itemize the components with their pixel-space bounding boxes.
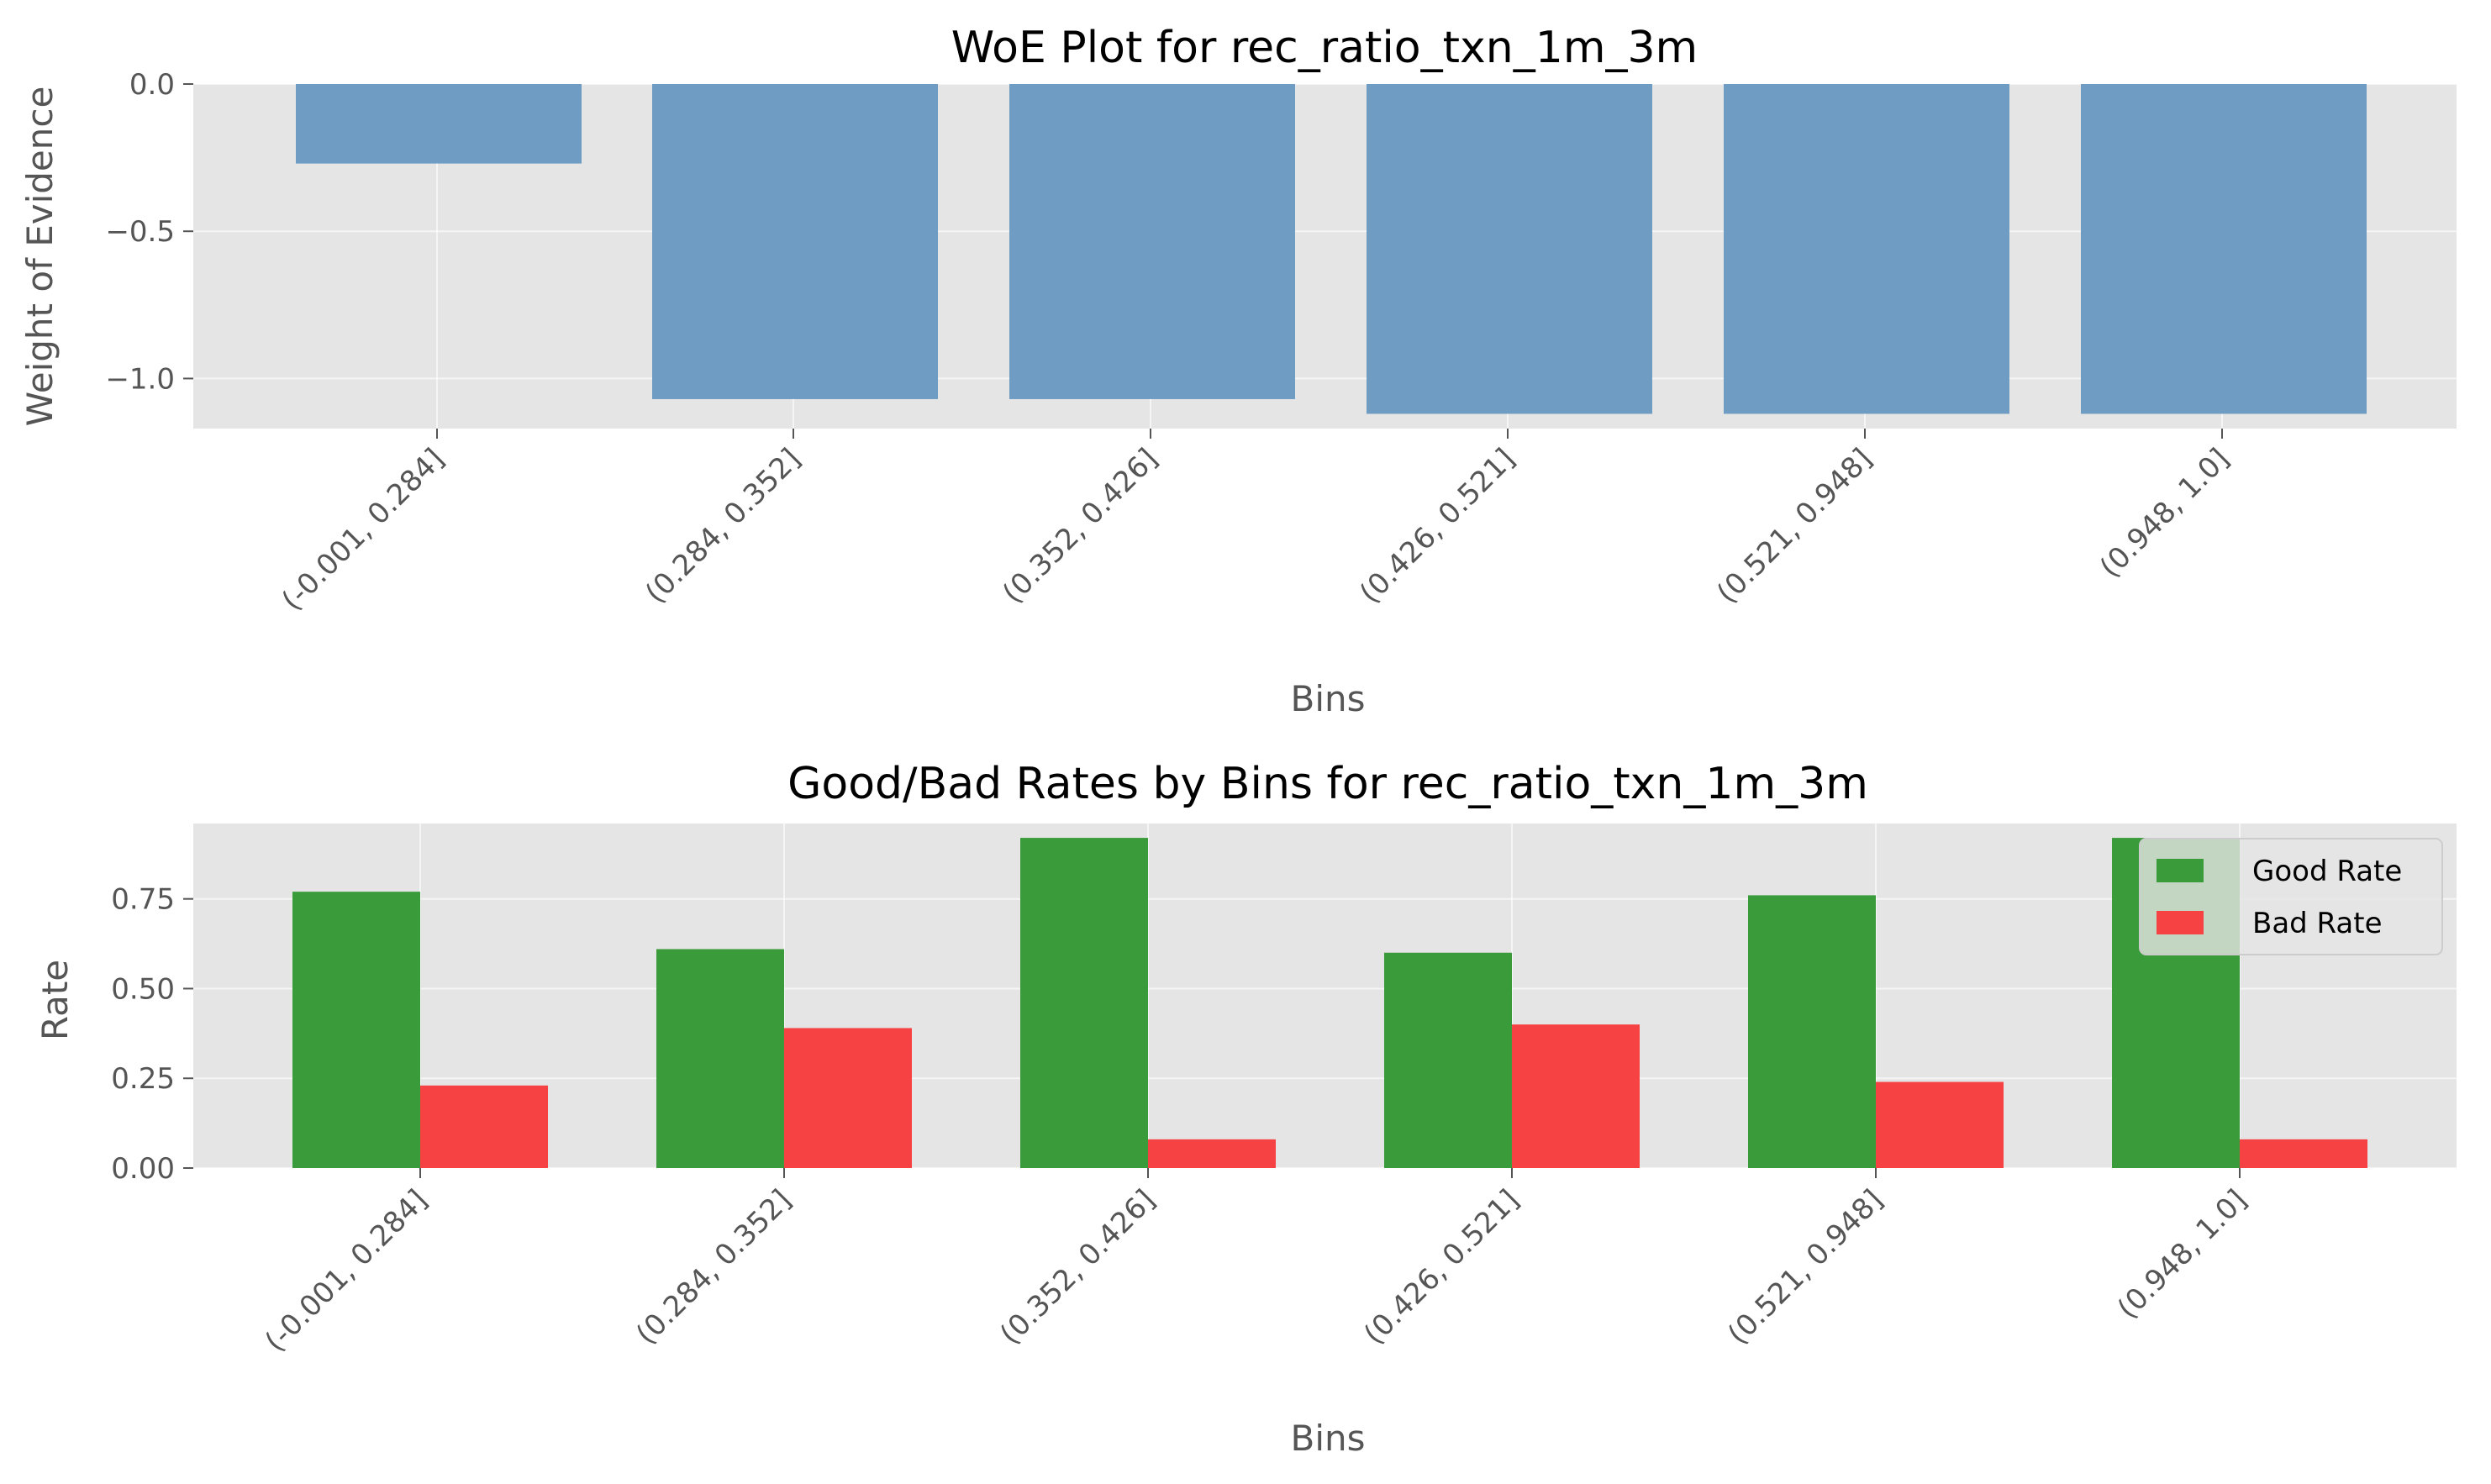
rates-x-axis-label: Bins (1291, 1418, 1366, 1459)
rates-plot-panel: 0.00 0.25 0.50 0.75 (-0.001, 0.284] (0.284, … (34, 759, 2457, 1459)
good-rate-bar (1384, 952, 1512, 1168)
bad-rate-bar (1512, 1024, 1640, 1168)
x-tick-label: (0.426, 0.521] (1353, 442, 1521, 610)
woe-x-ticks: (-0.001, 0.284] (0.284, 0.352] (0.352, 0.4… (276, 429, 2236, 618)
legend-box (2139, 838, 2443, 955)
woe-x-axis-label: Bins (1291, 678, 1366, 719)
y-tick-label: −1.0 (105, 362, 175, 396)
legend: Good Rate Bad Rate (2139, 838, 2443, 955)
x-tick-label: (0.948, 1.0] (2093, 442, 2236, 584)
woe-bar (2081, 84, 2367, 414)
x-tick-label: (0.284, 0.352] (639, 442, 807, 610)
x-tick-label: (0.352, 0.426] (996, 442, 1164, 610)
y-tick-label: 0.00 (111, 1152, 175, 1186)
rates-plot-area (193, 824, 2457, 1168)
rates-chart-title: Good/Bad Rates by Bins for rec_ratio_txn… (787, 759, 1868, 809)
rates-x-ticks: (-0.001, 0.284] (0.284, 0.352] (0.352, 0.4… (259, 1168, 2253, 1359)
woe-bar (296, 84, 582, 164)
good-rate-bar (1748, 895, 1876, 1168)
woe-plot-panel: −1.0 −0.5 0.0 (-0.001, 0.284] (0.284, 0.352… (19, 23, 2457, 719)
legend-swatch-good-rate (2157, 859, 2204, 882)
x-tick-label: (0.426, 0.521] (1357, 1183, 1525, 1351)
woe-bar (1367, 84, 1652, 414)
woe-bar (652, 84, 938, 399)
x-tick-label: (-0.001, 0.284] (276, 442, 451, 618)
x-tick-label: (0.521, 0.948] (1710, 442, 1878, 610)
y-tick-label: −0.5 (105, 215, 175, 249)
bad-rate-bar (2240, 1139, 2367, 1168)
woe-chart-title: WoE Plot for rec_ratio_txn_1m_3m (951, 23, 1698, 73)
woe-y-axis-label: Weight of Evidence (19, 87, 61, 427)
legend-label-bad-rate: Bad Rate (2252, 907, 2383, 940)
woe-bar (1009, 84, 1295, 399)
rates-y-ticks: 0.00 0.25 0.50 0.75 (111, 883, 193, 1186)
bad-rate-bar (1148, 1139, 1276, 1168)
good-rate-bar (1020, 838, 1148, 1168)
good-rate-bar (656, 949, 784, 1168)
x-tick-label: (0.352, 0.426] (993, 1183, 1161, 1351)
woe-bars (296, 84, 2367, 414)
legend-label-good-rate: Good Rate (2252, 855, 2402, 888)
x-tick-label: (0.521, 0.948] (1721, 1183, 1889, 1351)
legend-swatch-bad-rate (2157, 911, 2204, 934)
woe-y-ticks: −1.0 −0.5 0.0 (105, 68, 193, 396)
bad-rate-bar (1876, 1081, 2004, 1168)
x-tick-label: (0.948, 1.0] (2111, 1183, 2253, 1325)
woe-bar (1724, 84, 2009, 414)
x-tick-label: (0.284, 0.352] (629, 1183, 798, 1351)
y-tick-label: 0.25 (111, 1062, 175, 1096)
rates-y-axis-label: Rate (34, 960, 76, 1040)
good-rate-bar (292, 892, 420, 1168)
bad-rate-bar (784, 1028, 912, 1168)
y-tick-label: 0.0 (129, 68, 175, 102)
y-tick-label: 0.75 (111, 883, 175, 917)
y-tick-label: 0.50 (111, 972, 175, 1006)
x-tick-label: (-0.001, 0.284] (259, 1183, 434, 1359)
bad-rate-bar (420, 1085, 548, 1168)
